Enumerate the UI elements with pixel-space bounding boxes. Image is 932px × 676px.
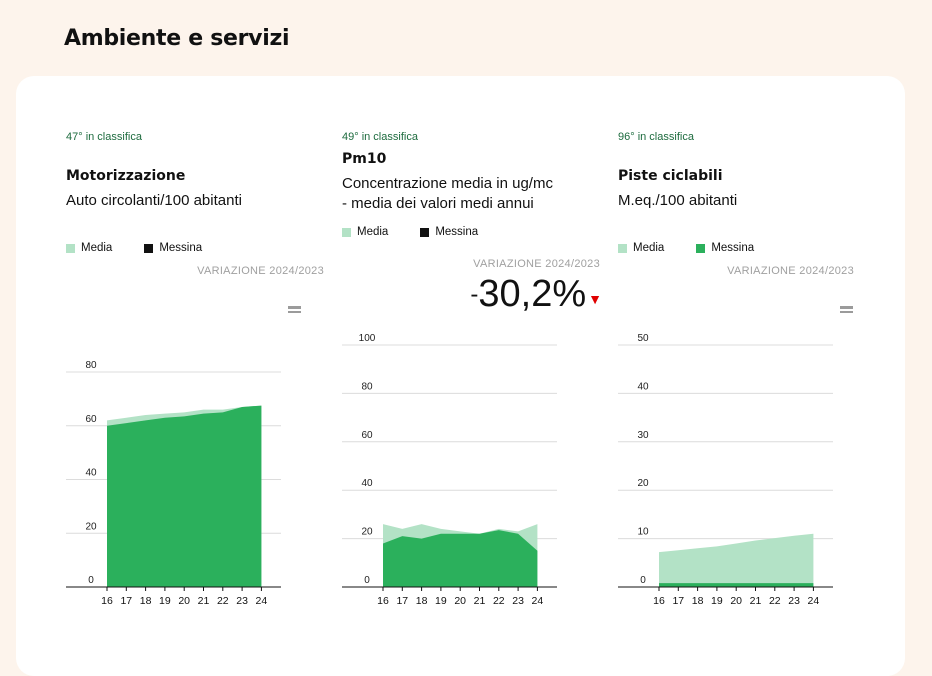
chart-legend: Media Messina xyxy=(342,226,510,238)
y-tick-label: 30 xyxy=(637,430,649,441)
x-tick-label: 22 xyxy=(217,595,229,607)
x-tick-label: 18 xyxy=(416,595,428,607)
legend-swatch xyxy=(420,227,430,237)
chart-pm10: 0 20 40 60 80 100 16 17 18 19 20 21 22 23 24 xyxy=(342,333,557,607)
legend-swatch xyxy=(342,227,351,237)
variation-label: VARIAZIONE 2024/2023 xyxy=(197,265,324,277)
x-tick-label: 20 xyxy=(454,595,466,607)
chart-motorizzazione: 0 20 40 60 80 16 17 18 19 20 21 22 23 24 xyxy=(66,360,281,607)
rank-label: 49° in classifica xyxy=(342,131,418,143)
y-tick-label: 20 xyxy=(85,521,97,532)
indicator-title: Motorizzazione xyxy=(66,168,186,184)
x-tick-label: 18 xyxy=(140,595,152,607)
variation-number: 30,2% xyxy=(478,273,587,315)
legend-item-media: Media xyxy=(66,242,112,254)
y-tick-label: 40 xyxy=(637,381,649,392)
y-tick-label: 60 xyxy=(361,430,373,441)
y-tick-label: 50 xyxy=(637,333,649,344)
y-tick-label: 10 xyxy=(637,527,649,538)
x-tick-label: 23 xyxy=(788,595,800,607)
legend-item-media: Media xyxy=(342,226,388,238)
x-tick-label: 24 xyxy=(532,595,544,607)
indicator-subtitle: M.eq./100 abitanti xyxy=(618,192,738,209)
chart-piste-ciclabili: 0 10 20 30 40 50 16 17 18 19 20 21 22 23 24 xyxy=(618,333,833,607)
y-tick-label: 0 xyxy=(88,575,94,586)
legend-swatch xyxy=(144,243,154,253)
y-tick-label: 100 xyxy=(359,333,376,344)
x-tick-label: 17 xyxy=(120,595,132,607)
x-tick-label: 23 xyxy=(512,595,524,607)
legend-item-messina: Messina xyxy=(696,242,754,254)
x-tick-label: 16 xyxy=(377,595,389,607)
x-tick-label: 19 xyxy=(159,595,171,607)
y-tick-label: 80 xyxy=(85,360,97,371)
x-tick-label: 17 xyxy=(396,595,408,607)
indicator-subtitle: Auto circolanti/100 abitanti xyxy=(66,192,242,209)
x-tick-label: 18 xyxy=(692,595,704,607)
indicators-card: 47° in classifica Motorizzazione Auto ci… xyxy=(16,76,905,676)
legend-swatch xyxy=(618,243,627,253)
y-tick-label: 0 xyxy=(364,575,370,586)
legend-swatch xyxy=(696,243,706,253)
x-tick-label: 21 xyxy=(750,595,762,607)
legend-item-media: Media xyxy=(618,242,664,254)
x-tick-label: 19 xyxy=(435,595,447,607)
y-tick-label: 0 xyxy=(640,575,646,586)
variation-label: VARIAZIONE 2024/2023 xyxy=(473,258,600,270)
indicator-title: Pm10 xyxy=(342,151,387,167)
y-tick-label: 20 xyxy=(361,527,373,538)
y-tick-label: 40 xyxy=(85,468,97,479)
rank-label: 96° in classifica xyxy=(618,131,694,143)
legend-item-messina: Messina xyxy=(144,242,202,254)
legend-swatch xyxy=(66,243,75,253)
x-tick-label: 22 xyxy=(493,595,505,607)
area-messina xyxy=(383,530,538,587)
area-messina xyxy=(659,583,814,587)
page-title: Ambiente e servizi xyxy=(64,26,290,51)
rank-label: 47° in classifica xyxy=(66,131,142,143)
equal-icon xyxy=(840,306,853,315)
x-tick-label: 24 xyxy=(808,595,820,607)
variation-label: VARIAZIONE 2024/2023 xyxy=(727,265,854,277)
equal-icon xyxy=(288,306,301,315)
x-tick-label: 21 xyxy=(198,595,210,607)
x-tick-label: 16 xyxy=(653,595,665,607)
x-tick-label: 23 xyxy=(236,595,248,607)
down-triangle-icon: ▼ xyxy=(588,291,602,307)
x-tick-label: 19 xyxy=(711,595,723,607)
variation-sign: - xyxy=(470,281,479,308)
x-tick-label: 16 xyxy=(101,595,113,607)
area-messina xyxy=(107,405,262,587)
y-tick-label: 80 xyxy=(361,381,373,392)
y-tick-label: 60 xyxy=(85,414,97,425)
legend-item-messina: Messina xyxy=(420,226,478,238)
x-tick-label: 24 xyxy=(256,595,268,607)
y-tick-label: 20 xyxy=(637,478,649,489)
x-tick-label: 17 xyxy=(672,595,684,607)
chart-legend: Media Messina xyxy=(66,242,234,254)
x-tick-label: 22 xyxy=(769,595,781,607)
indicator-subtitle: Concentrazione media in ug/mc - media de… xyxy=(342,175,553,212)
chart-legend: Media Messina xyxy=(618,242,786,254)
area-media xyxy=(659,533,814,587)
x-tick-label: 20 xyxy=(178,595,190,607)
y-tick-label: 40 xyxy=(361,478,373,489)
variation-value: -30,2% ▼ xyxy=(470,273,602,316)
x-tick-label: 21 xyxy=(474,595,486,607)
indicator-title: Piste ciclabili xyxy=(618,168,723,184)
x-tick-label: 20 xyxy=(730,595,742,607)
